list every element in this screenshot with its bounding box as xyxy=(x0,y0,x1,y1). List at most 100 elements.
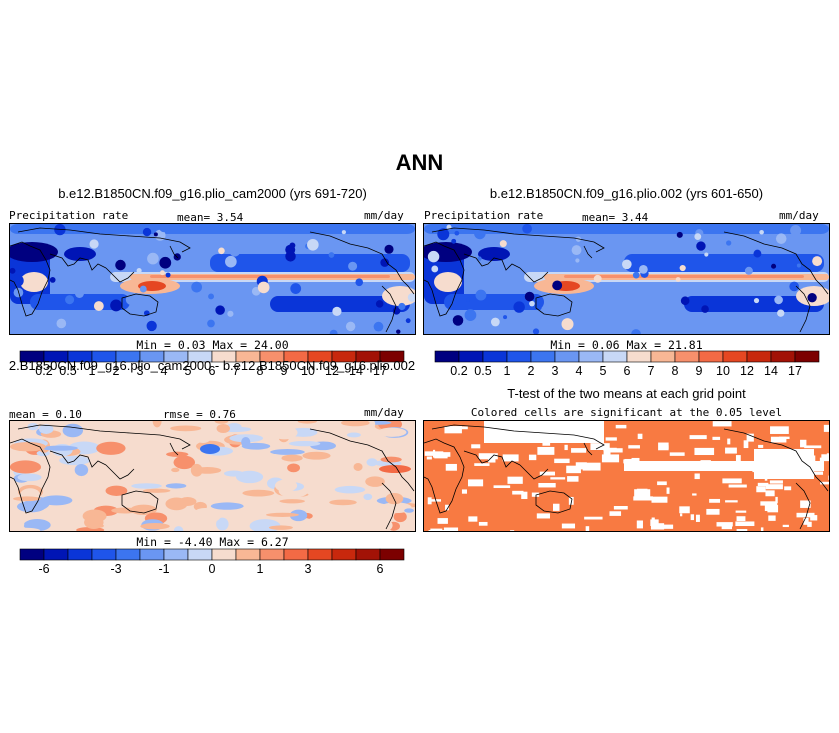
coastline xyxy=(519,267,549,283)
coastline xyxy=(169,245,179,259)
panel2-map xyxy=(423,223,830,335)
colorbar-swatch xyxy=(331,548,357,561)
colorbar-tick-label: 0.5 xyxy=(474,364,491,378)
panel1-title: b.e12.B1850CN.f09_g16.plio_cam2000 (yrs … xyxy=(58,186,367,201)
colorbar-swatch xyxy=(379,548,405,561)
coastline xyxy=(105,267,135,283)
coastline xyxy=(723,428,829,492)
panel3-title: 2.B1850CN.f09_g16.plio_cam2000 - b.e12.B… xyxy=(8,358,416,373)
coastline xyxy=(431,424,605,450)
panel3-mean-label: mean = 0.10 xyxy=(9,408,82,421)
colorbar-tick-label: 9 xyxy=(281,364,288,378)
colorbar-swatch xyxy=(530,350,556,363)
coastline xyxy=(17,227,191,253)
colorbar-swatch xyxy=(674,350,700,363)
colorbar-tick-label: 0.5 xyxy=(59,364,76,378)
colorbar-tick-label: 17 xyxy=(788,364,802,378)
panel2-title: b.e12.B1850CN.f09_g16.plio.002 (yrs 601-… xyxy=(489,186,764,201)
colorbar-tick-label: -6 xyxy=(38,562,49,576)
colorbar-swatch xyxy=(602,350,628,363)
coastline xyxy=(431,227,605,253)
colorbar-swatch xyxy=(67,548,93,561)
coastline xyxy=(105,464,135,480)
coastline xyxy=(17,424,191,450)
panel1-mean-label: mean= 3.54 xyxy=(177,211,244,224)
panel2-variable-label: Precipitation rate xyxy=(424,209,544,222)
coastline xyxy=(535,293,573,317)
coastline xyxy=(49,253,107,271)
coastline xyxy=(795,285,811,333)
coastline xyxy=(49,450,107,468)
panel1-variable-label: Precipitation rate xyxy=(9,209,129,222)
coastline xyxy=(535,490,573,514)
coastline xyxy=(10,241,51,317)
colorbar-tick-label: 0 xyxy=(209,562,216,576)
panel3-units-label: mm/day xyxy=(364,406,404,419)
coastline xyxy=(121,293,159,317)
colorbar-tick-label: 0.2 xyxy=(35,364,52,378)
colorbar-tick-label: 3 xyxy=(137,364,144,378)
coastline xyxy=(463,253,521,271)
colorbar-tick-label: -3 xyxy=(110,562,121,576)
coastline xyxy=(121,490,159,514)
colorbar-swatch xyxy=(650,350,676,363)
panel2-colorbar: 0.2 0.5 1 2 3 4 5 6 7 8 9 10 12 14 17 xyxy=(434,350,820,381)
page-title: ANN xyxy=(395,150,444,175)
colorbar-tick-label: 12 xyxy=(740,364,754,378)
colorbar-tick-label: 3 xyxy=(305,562,312,576)
colorbar-swatch xyxy=(770,350,796,363)
coastline xyxy=(583,245,593,259)
panel2-units-label: mm/day xyxy=(779,209,819,222)
coastline xyxy=(424,241,465,317)
colorbar-swatch xyxy=(554,350,580,363)
colorbar-tick-label: 12 xyxy=(325,364,339,378)
colorbar-tick-label: 4 xyxy=(161,364,168,378)
coastline xyxy=(381,285,397,333)
coastline xyxy=(424,438,465,514)
colorbar-tick-label: 14 xyxy=(349,364,363,378)
colorbar-swatch xyxy=(307,548,333,561)
colorbar-tick-label: 7 xyxy=(233,364,240,378)
colorbar-swatch xyxy=(722,350,748,363)
colorbar-tick-label: 7 xyxy=(648,364,655,378)
panel1-units-label: mm/day xyxy=(364,209,404,222)
panel4-subtitle: Colored cells are significant at the 0.0… xyxy=(470,406,783,419)
colorbar-tick-label: 3 xyxy=(552,364,559,378)
panel1-map xyxy=(9,223,416,335)
colorbar-swatch xyxy=(578,350,604,363)
coastline xyxy=(463,450,521,468)
colorbar-tick-label: 1 xyxy=(257,562,264,576)
colorbar-tick-label: 10 xyxy=(301,364,315,378)
colorbar-swatch xyxy=(482,350,508,363)
colorbar-tick-label: 14 xyxy=(764,364,778,378)
colorbar-swatch xyxy=(506,350,532,363)
colorbar-swatch xyxy=(43,548,69,561)
colorbar-tick-label: 6 xyxy=(624,364,631,378)
colorbar-tick-label: -1 xyxy=(158,562,169,576)
coastline xyxy=(381,482,397,530)
colorbar-swatch xyxy=(283,548,309,561)
colorbar-swatch xyxy=(355,548,381,561)
colorbar-tick-label: 5 xyxy=(185,364,192,378)
panel3-colorbar: -6 -3 -1 0 1 3 6 xyxy=(19,548,405,579)
colorbar-swatch xyxy=(235,548,261,561)
panel3-rmse-label: rmse = 0.76 xyxy=(163,408,236,421)
coastline xyxy=(169,442,179,456)
coastline xyxy=(309,231,415,295)
colorbar-tick-label: 9 xyxy=(696,364,703,378)
colorbar-tick-label: 0.2 xyxy=(450,364,467,378)
colorbar-tick-label: 8 xyxy=(672,364,679,378)
panel4-title: T-test of the two means at each grid poi… xyxy=(507,386,746,401)
coastline xyxy=(309,428,415,492)
coastline xyxy=(10,438,51,514)
colorbar-swatch xyxy=(698,350,724,363)
panel1-colorbar: 0.2 0.5 1 2 3 4 5 6 7 8 9 10 12 14 17 xyxy=(19,350,405,381)
panel2-mean-label: mean= 3.44 xyxy=(582,211,649,224)
colorbar-swatch xyxy=(163,548,189,561)
colorbar-swatch xyxy=(379,350,405,363)
panel3-map xyxy=(9,420,416,532)
colorbar-tick-label: 6 xyxy=(209,364,216,378)
colorbar-swatch xyxy=(187,548,213,561)
colorbar-tick-label: 4 xyxy=(576,364,583,378)
colorbar-swatch xyxy=(139,548,165,561)
